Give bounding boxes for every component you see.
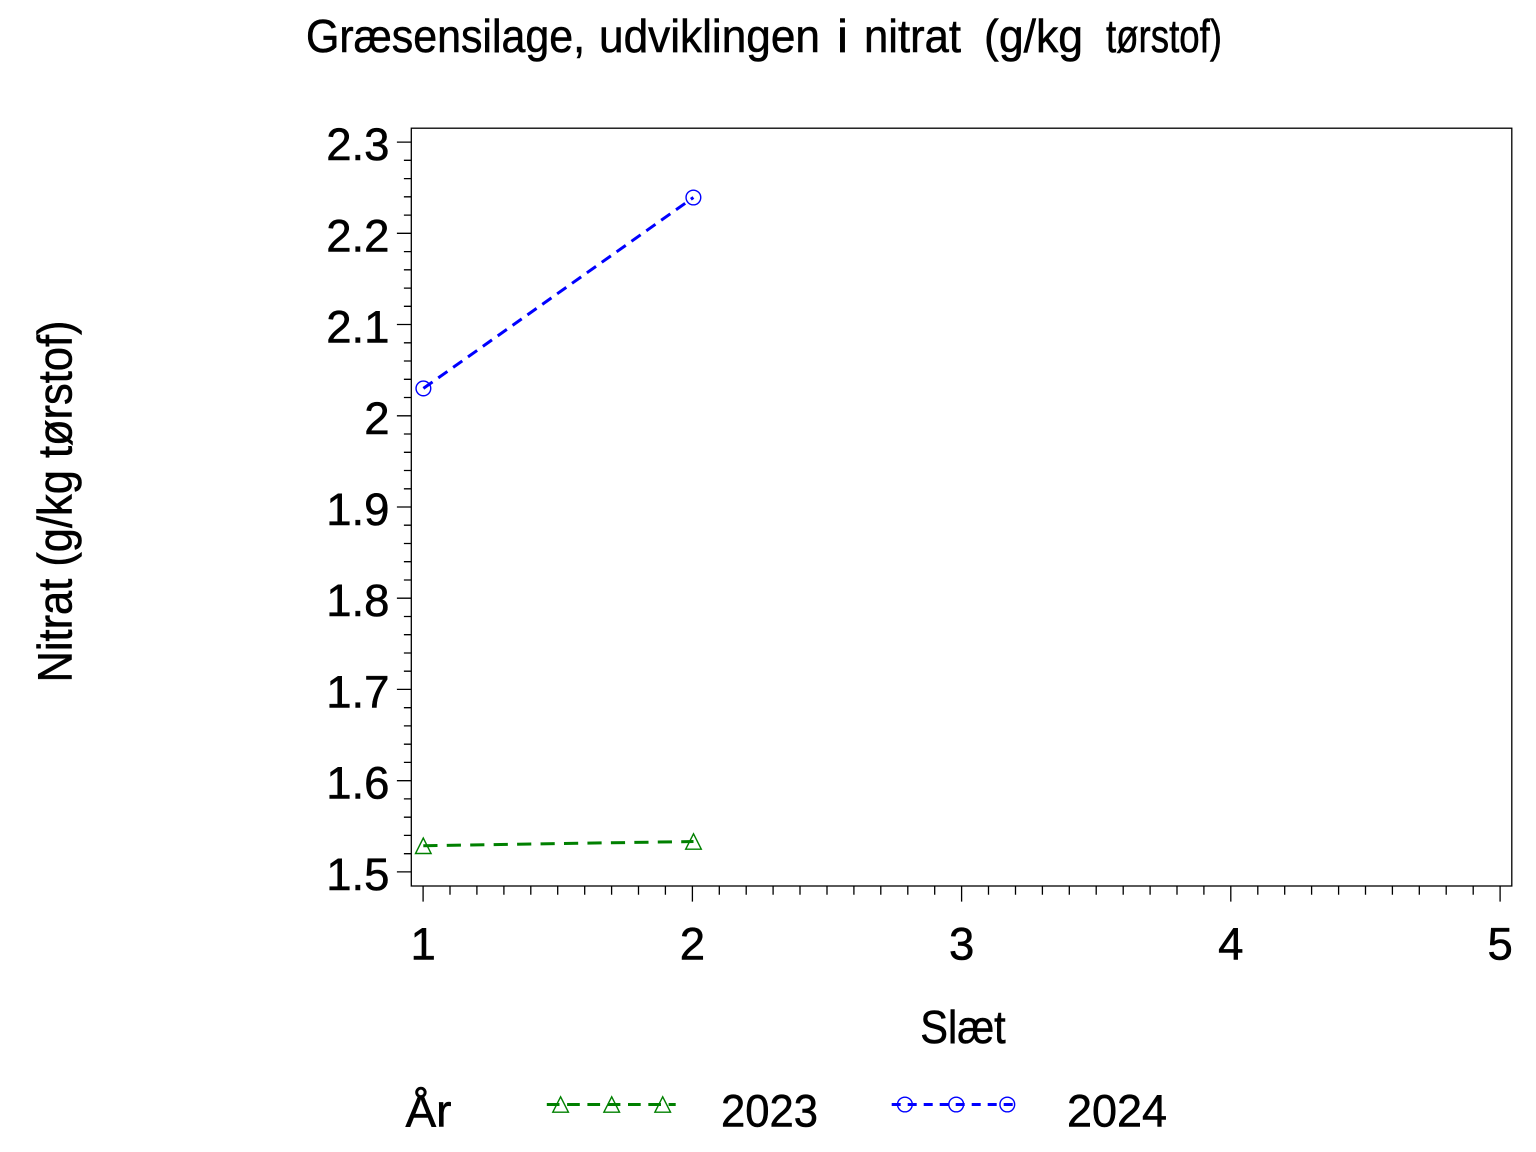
svg-text:1.9: 1.9 [326,484,389,535]
svg-text:Nitrat (g/kg tørstof): Nitrat (g/kg tørstof) [30,321,83,683]
svg-text:1: 1 [410,919,435,970]
svg-text:5: 5 [1487,919,1512,970]
svg-text:År: År [406,1086,452,1137]
svg-text:nitrat: nitrat [864,10,961,62]
svg-text:2024: 2024 [1067,1086,1167,1137]
svg-text:2.2: 2.2 [326,210,389,261]
svg-text:2.1: 2.1 [326,302,389,353]
svg-text:i: i [837,10,848,62]
svg-text:4: 4 [1218,919,1243,970]
svg-text:udviklingen: udviklingen [599,10,820,62]
svg-text:Græsensilage,: Græsensilage, [306,10,585,62]
svg-text:1.6: 1.6 [326,758,389,809]
svg-text:2: 2 [364,393,389,444]
svg-text:2023: 2023 [721,1086,818,1137]
svg-text:3: 3 [949,919,974,970]
svg-text:Slæt: Slæt [920,1001,1006,1053]
svg-text:(g/kg: (g/kg [984,10,1083,62]
svg-text:1.8: 1.8 [326,575,389,626]
svg-text:1.7: 1.7 [326,666,389,717]
svg-text:tørstof): tørstof) [1106,10,1222,62]
svg-text:2.3: 2.3 [326,119,389,170]
svg-text:1.5: 1.5 [326,849,389,900]
svg-text:2: 2 [680,919,705,970]
